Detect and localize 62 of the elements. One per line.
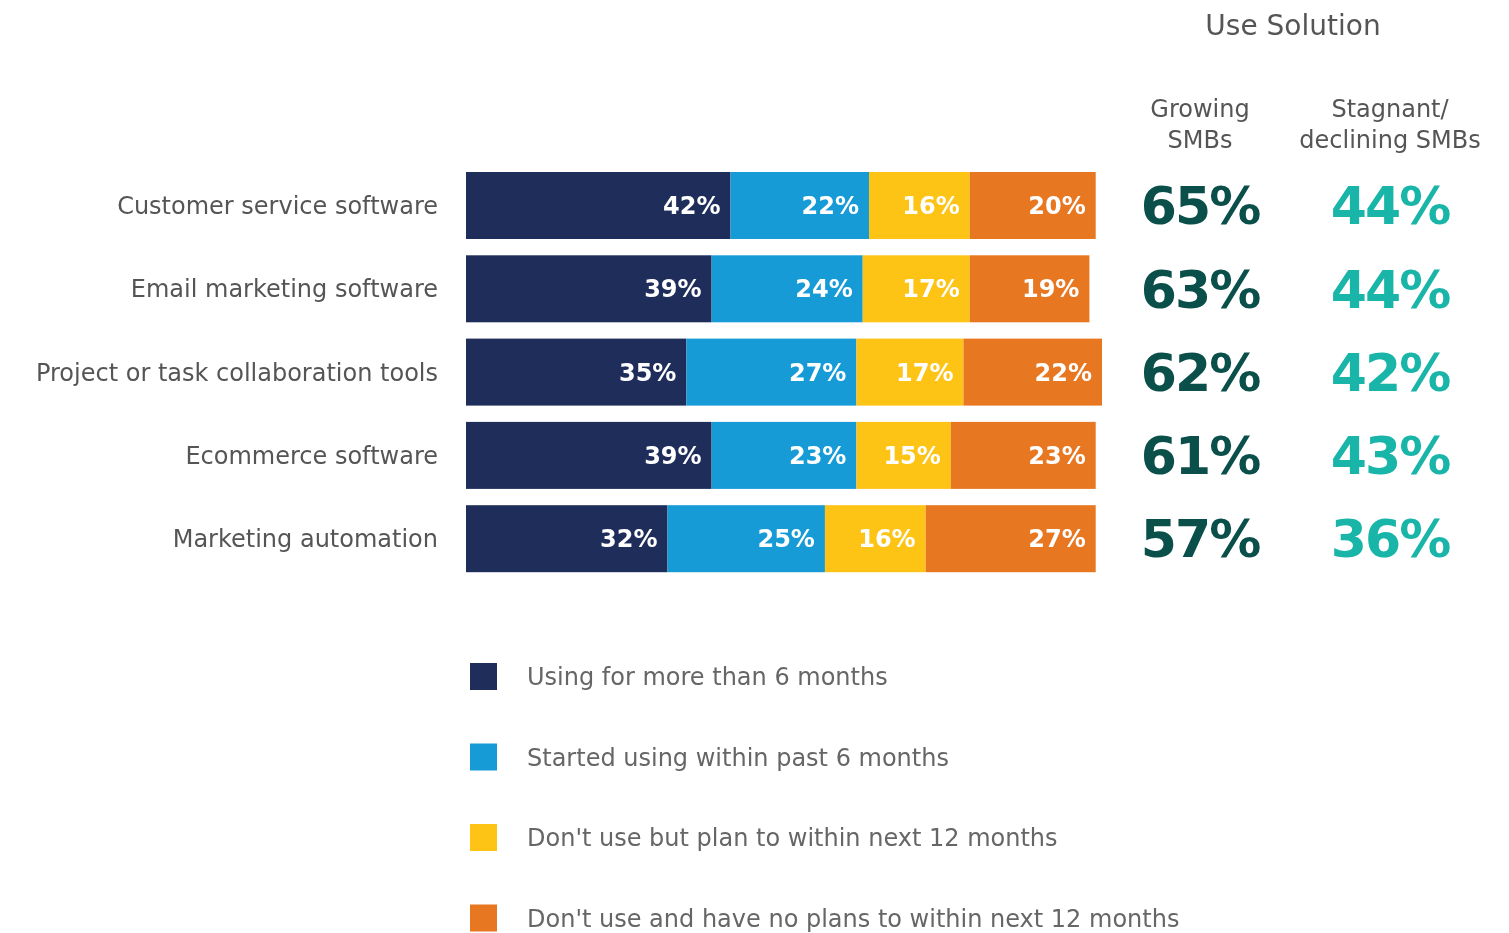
y-tick-label: Marketing automation [172,525,438,554]
legend-label: Started using within past 6 months [527,743,949,772]
bar [869,172,970,239]
data-label: 44% [1330,259,1451,320]
chart-title: Use Solution [1205,9,1381,42]
y-tick-label: Customer service software [117,191,438,220]
bar [466,172,731,239]
bar [856,338,964,406]
data-label: 42% [1330,342,1451,403]
y-tick-label: Project or task collaboration tools [35,358,438,387]
data-label: 63% [1140,259,1261,320]
data-label: 27% [788,358,847,387]
data-label: 22% [801,191,860,220]
bar [963,338,1102,406]
data-label: 43% [1330,426,1451,487]
bar [950,421,1096,489]
bar [466,421,712,489]
bar [686,338,857,406]
data-label: 15% [883,441,941,470]
x-tick-label: Growing SMBs [1150,95,1250,154]
legend-label: Don't use but plan to within next 12 months [527,824,1058,853]
bar [824,505,926,573]
y-tick-label: Ecommerce software [185,441,438,470]
data-label: 62% [1140,342,1261,403]
bar [862,255,970,323]
bar [969,172,1096,239]
data-label: 57% [1140,509,1261,570]
bar [856,421,951,489]
data-label: 23% [1028,441,1086,470]
bar [466,505,668,573]
data-label: 36% [1330,509,1451,570]
bar [711,421,857,489]
data-label: 24% [795,275,853,304]
data-label: 65% [1140,176,1261,237]
data-label: 16% [858,525,916,554]
bar [925,505,1096,573]
data-label: 27% [1028,525,1086,554]
bar [969,255,1090,323]
data-label: 32% [600,525,658,554]
data-label: 23% [788,441,847,470]
legend-label: Using for more than 6 months [527,663,888,692]
data-label: 39% [644,275,702,304]
data-label: 44% [1330,176,1451,237]
x-tick-label: Stagnant/ declining SMBs [1299,95,1481,154]
legend-label: Don't use and have no plans to within next 12 months [527,904,1180,933]
data-label: 17% [896,358,954,387]
data-label: 20% [1028,191,1086,220]
data-label: 42% [663,191,721,220]
bar [667,505,825,573]
data-label: 16% [902,191,960,220]
bar [466,338,687,406]
data-label: 19% [1021,275,1080,304]
bar [466,255,712,323]
data-label: 17% [902,275,960,304]
bar [711,255,863,323]
data-label: 61% [1140,426,1261,487]
data-label: 25% [757,525,815,554]
data-label: 35% [618,358,677,387]
data-label: 39% [644,441,702,470]
data-label: 22% [1034,358,1092,387]
y-tick-label: Email marketing software [130,275,438,304]
bar [730,172,870,239]
